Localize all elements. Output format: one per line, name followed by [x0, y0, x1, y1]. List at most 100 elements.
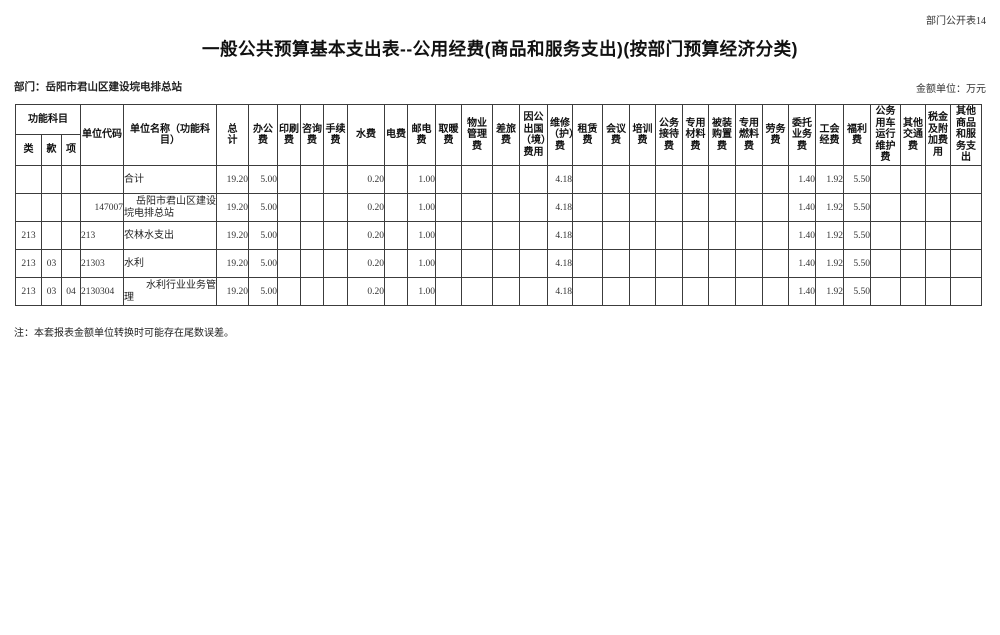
unit-code-cell	[80, 165, 125, 194]
column-header: 福利费	[843, 104, 872, 166]
value-cell	[655, 193, 684, 222]
value-cell	[323, 277, 349, 306]
value-cell	[492, 249, 521, 278]
column-header: 维修（护）费	[547, 104, 574, 166]
value-cell: 1.92	[815, 193, 845, 222]
function-sub-header: 项	[60, 134, 82, 166]
function-code-cell	[60, 165, 82, 194]
value-cell	[708, 221, 737, 250]
value-cell	[870, 249, 902, 278]
value-cell	[629, 165, 657, 194]
value-cell: 4.18	[547, 277, 574, 306]
value-cell: 5.50	[843, 165, 872, 194]
function-code-cell: 03	[41, 249, 62, 278]
value-cell	[762, 221, 790, 250]
value-cell	[602, 193, 631, 222]
amount-unit-label: 金额单位：万元	[916, 84, 986, 95]
value-cell: 0.20	[347, 193, 386, 222]
value-cell	[682, 249, 710, 278]
value-cell: 4.18	[547, 221, 574, 250]
value-cell	[708, 193, 737, 222]
value-cell	[655, 249, 684, 278]
value-cell	[300, 221, 325, 250]
value-cell: 1.40	[788, 277, 817, 306]
table-row: 213 213 农林水支出 19.20 5.00 0.20 1.00 4.18 1.40 1.92…	[15, 221, 983, 250]
value-cell	[762, 193, 790, 222]
value-cell: 5.50	[843, 249, 872, 278]
column-header: 公务接待费	[655, 104, 684, 166]
value-cell	[572, 193, 604, 222]
table-row: 213 03 21303 水利 19.20 5.00 0.20 1.00 4.18 1.40 1.9…	[15, 249, 983, 278]
value-cell: 19.20	[216, 221, 250, 250]
value-cell	[435, 165, 463, 194]
function-code-cell: 04	[60, 277, 82, 306]
value-cell	[900, 277, 927, 306]
value-cell	[492, 277, 521, 306]
department-label: 部门：岳阳市君山区建设垸电排总站	[14, 81, 182, 93]
value-cell	[682, 193, 710, 222]
value-cell	[384, 193, 409, 222]
value-cell	[519, 165, 549, 194]
value-cell	[602, 165, 631, 194]
value-cell	[572, 277, 604, 306]
unit-name-cell: 水利	[123, 249, 218, 278]
value-cell	[735, 249, 764, 278]
value-cell	[735, 277, 764, 306]
value-cell	[519, 249, 549, 278]
value-cell: 1.92	[815, 249, 845, 278]
value-cell	[708, 277, 737, 306]
value-cell	[300, 277, 325, 306]
value-cell	[900, 165, 927, 194]
value-cell	[435, 193, 463, 222]
value-cell	[655, 277, 684, 306]
unit-name-cell: 水利行业业务管理	[123, 277, 218, 306]
function-code-cell	[60, 221, 82, 250]
value-cell	[519, 193, 549, 222]
unit-name-cell: 合计	[123, 165, 218, 194]
value-cell	[461, 193, 494, 222]
table-header: 功能科目 单位代码 单位名称（功能科目）总 计办公费 印刷费 咨询费 手续费 水费 电费 邮电…	[14, 104, 983, 166]
column-header: 其他交通费	[900, 104, 927, 166]
value-cell	[950, 165, 983, 194]
value-cell	[950, 193, 983, 222]
table-row: 147007 岳阳市君山区建设 垸电排总站 19.20 5.00 0.20 1.00 4.18…	[15, 193, 983, 222]
unit-code-cell: 147007	[80, 193, 125, 222]
value-cell	[461, 165, 494, 194]
value-cell	[384, 277, 409, 306]
value-cell	[900, 193, 927, 222]
value-cell	[300, 165, 325, 194]
value-cell	[572, 221, 604, 250]
value-cell: 5.50	[843, 221, 872, 250]
value-cell: 19.20	[216, 193, 250, 222]
function-code-cell	[41, 193, 62, 222]
value-cell	[762, 165, 790, 194]
function-code-cell	[41, 221, 62, 250]
value-cell: 5.00	[248, 221, 279, 250]
value-cell: 0.20	[347, 249, 386, 278]
function-sub-header: 类	[15, 134, 42, 166]
table-body: 合计 19.20 5.00 0.20 1.00 4.18 1.40 1.92 5.50 14700…	[15, 165, 983, 306]
value-cell	[682, 221, 710, 250]
function-code-cell: 213	[15, 221, 42, 250]
value-cell	[519, 221, 549, 250]
header-function-group: 功能科目	[14, 104, 82, 135]
column-header: 总 计	[216, 104, 250, 166]
value-cell	[492, 193, 521, 222]
value-cell	[629, 249, 657, 278]
value-cell: 1.92	[815, 277, 845, 306]
value-cell	[900, 249, 927, 278]
value-cell	[602, 277, 631, 306]
value-cell	[870, 193, 902, 222]
column-header: 手续费	[323, 104, 349, 166]
value-cell	[602, 221, 631, 250]
value-cell	[925, 249, 952, 278]
column-header: 电费	[384, 104, 409, 166]
value-cell	[300, 193, 325, 222]
value-cell	[735, 165, 764, 194]
value-cell	[492, 221, 521, 250]
value-cell	[950, 221, 983, 250]
value-cell: 1.40	[788, 165, 817, 194]
function-sub-header: 款	[41, 134, 62, 166]
unit-name-line: 垸电排总站	[124, 207, 175, 219]
unit-name-line: 水利	[124, 257, 145, 269]
